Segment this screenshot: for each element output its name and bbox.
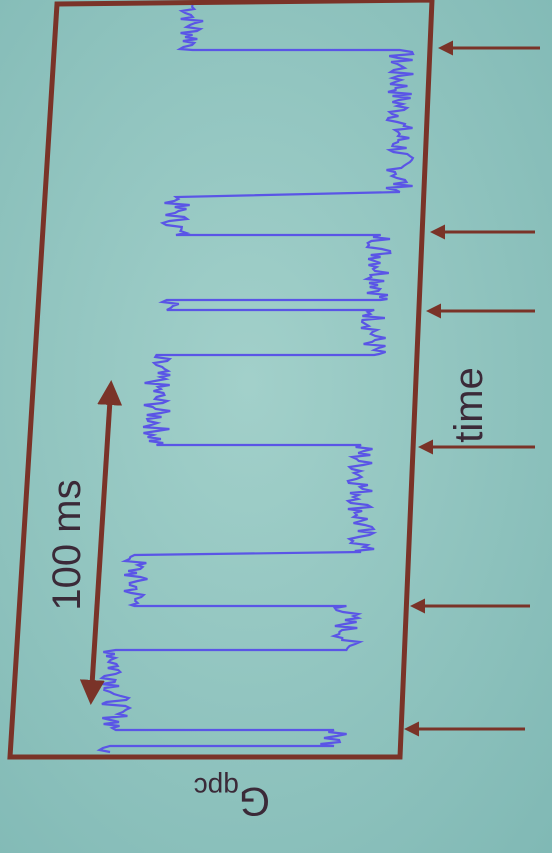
page: 100 ms time Gqpc (() => { const data = J…: [0, 0, 552, 853]
scale-label: 100 ms: [45, 479, 89, 610]
signal-subscript: qpc: [194, 772, 239, 803]
axis-label: time: [447, 367, 491, 443]
photo: 100 ms time Gqpc: [0, 0, 552, 853]
signal-symbol: G: [239, 779, 270, 823]
